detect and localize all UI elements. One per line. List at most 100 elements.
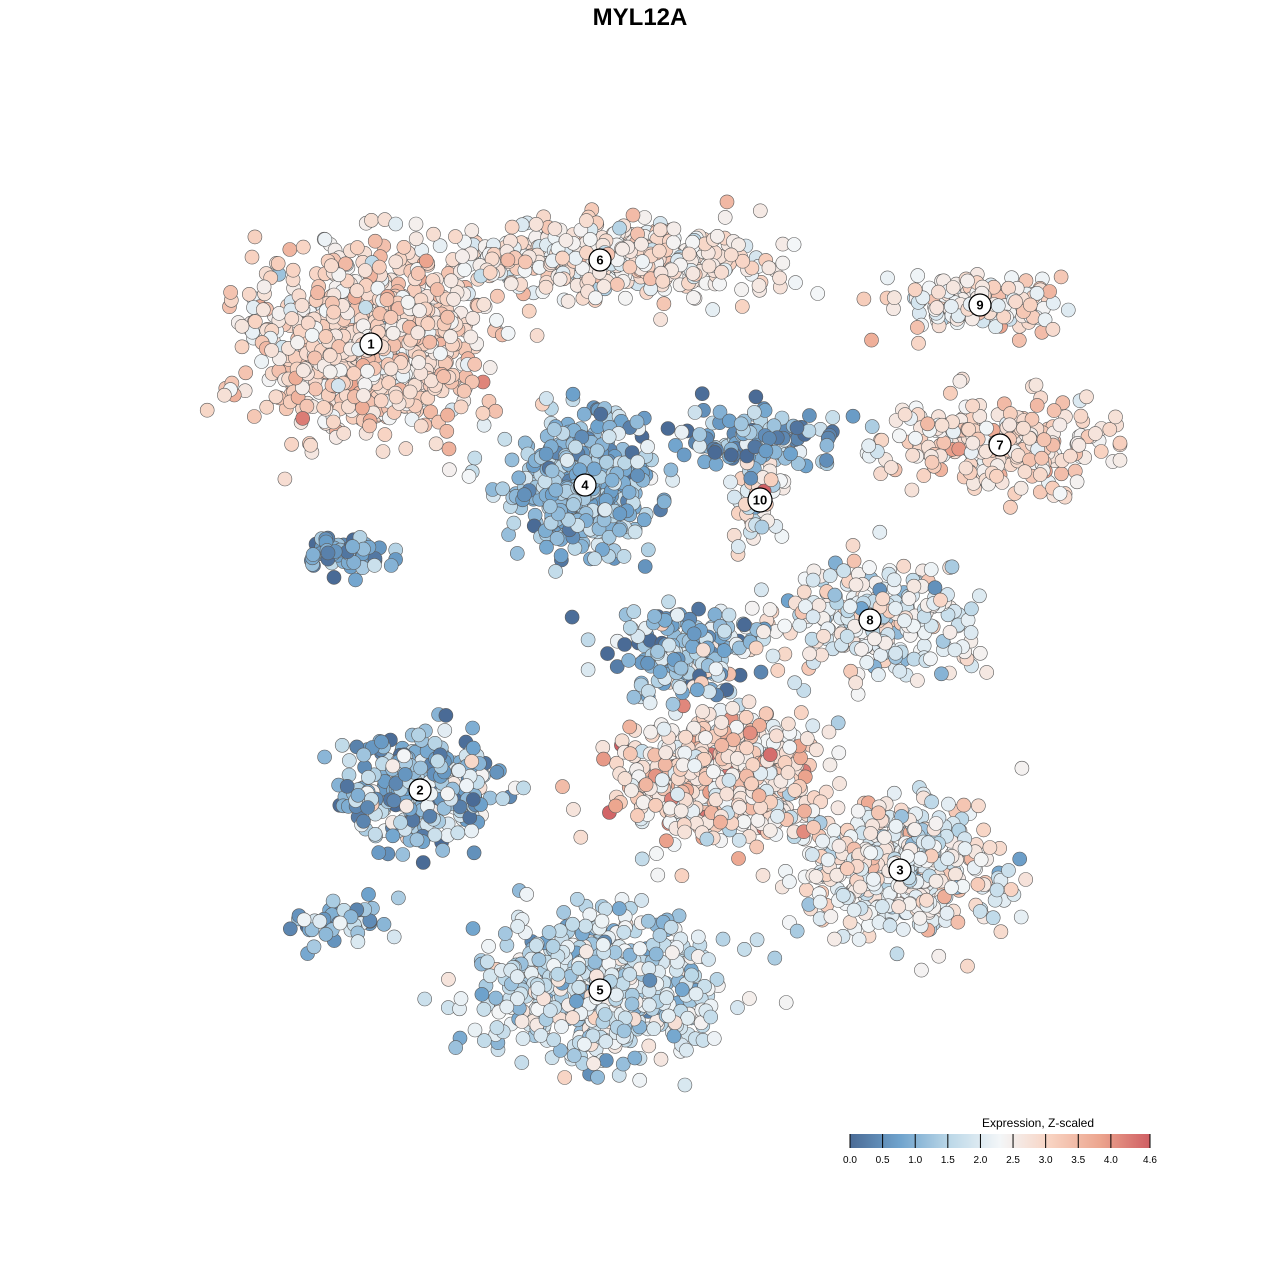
data-point: [308, 381, 323, 397]
data-point: [542, 499, 558, 514]
data-point: [872, 524, 888, 540]
data-point: [1018, 872, 1033, 887]
data-point: [825, 410, 841, 425]
data-point: [1003, 499, 1018, 515]
data-point: [790, 456, 806, 471]
data-point: [752, 203, 768, 219]
data-point: [622, 620, 638, 635]
data-point: [312, 913, 328, 929]
data-point: [420, 316, 436, 332]
data-point: [689, 682, 705, 698]
data-point: [822, 757, 838, 773]
data-point: [248, 314, 263, 329]
data-point: [789, 420, 805, 436]
data-point: [897, 613, 912, 629]
data-point: [798, 599, 813, 614]
data-point: [438, 708, 454, 723]
data-point: [723, 474, 738, 490]
data-point: [338, 256, 353, 272]
data-point: [616, 549, 632, 564]
data-point: [1052, 417, 1068, 433]
data-point: [546, 422, 562, 437]
data-point: [686, 290, 701, 305]
data-point: [440, 309, 455, 325]
data-point: [739, 740, 754, 756]
data-point: [703, 1009, 719, 1025]
data-point: [495, 791, 511, 807]
data-point: [957, 841, 973, 857]
data-point: [358, 300, 373, 315]
data-point: [578, 918, 593, 934]
data-point: [284, 311, 300, 326]
data-point: [672, 680, 688, 695]
data-point: [428, 436, 444, 452]
data-point: [731, 237, 746, 253]
data-point: [732, 800, 747, 815]
data-point: [939, 905, 955, 921]
data-point: [374, 734, 389, 750]
data-point: [453, 399, 469, 415]
data-point: [398, 441, 414, 456]
data-point: [349, 240, 365, 255]
data-point: [448, 229, 463, 244]
data-point: [362, 418, 377, 434]
data-point: [640, 439, 655, 455]
data-point: [565, 386, 581, 402]
data-point: [687, 758, 702, 774]
data-point: [296, 912, 312, 928]
data-point: [634, 851, 650, 867]
data-point: [465, 740, 481, 756]
data-point: [880, 270, 895, 286]
data-point: [616, 924, 632, 940]
data-point: [649, 846, 664, 861]
data-point: [929, 300, 945, 315]
data-point: [910, 268, 926, 283]
data-point: [282, 921, 298, 937]
data-point: [517, 487, 532, 503]
data-point: [1014, 760, 1030, 776]
data-point: [910, 673, 925, 688]
data-point: [388, 776, 404, 791]
data-point: [317, 232, 333, 247]
data-point: [238, 365, 253, 381]
data-point: [1013, 480, 1029, 496]
data-point: [510, 991, 525, 1007]
data-point: [943, 385, 958, 401]
data-point: [223, 285, 238, 300]
data-point: [560, 293, 576, 309]
data-point: [674, 868, 690, 884]
data-point: [735, 253, 751, 269]
data-point: [944, 559, 960, 575]
data-point: [529, 328, 545, 343]
data-point: [988, 319, 1003, 335]
data-point: [467, 450, 483, 466]
data-point: [831, 838, 847, 854]
data-point: [546, 1032, 562, 1047]
data-point: [441, 441, 457, 457]
data-point: [883, 460, 899, 475]
data-point: [891, 899, 906, 915]
data-point: [758, 706, 774, 722]
data-point: [576, 1037, 592, 1052]
data-point: [821, 724, 837, 740]
data-point: [254, 354, 269, 369]
data-point: [367, 558, 382, 573]
data-point: [820, 852, 836, 868]
data-point: [599, 454, 614, 470]
data-point: [350, 787, 366, 803]
data-point: [1112, 435, 1128, 451]
data-point: [349, 283, 365, 298]
data-point: [701, 684, 717, 700]
data-point: [1079, 389, 1094, 405]
data-point: [443, 329, 458, 344]
data-point: [889, 946, 905, 962]
data-point: [626, 604, 642, 619]
data-point: [609, 277, 625, 292]
data-point: [1042, 284, 1057, 299]
data-point: [743, 470, 759, 486]
data-point: [360, 363, 375, 379]
data-point: [709, 972, 725, 987]
data-point: [901, 591, 917, 606]
data-point: [635, 254, 650, 269]
data-point: [789, 923, 805, 939]
